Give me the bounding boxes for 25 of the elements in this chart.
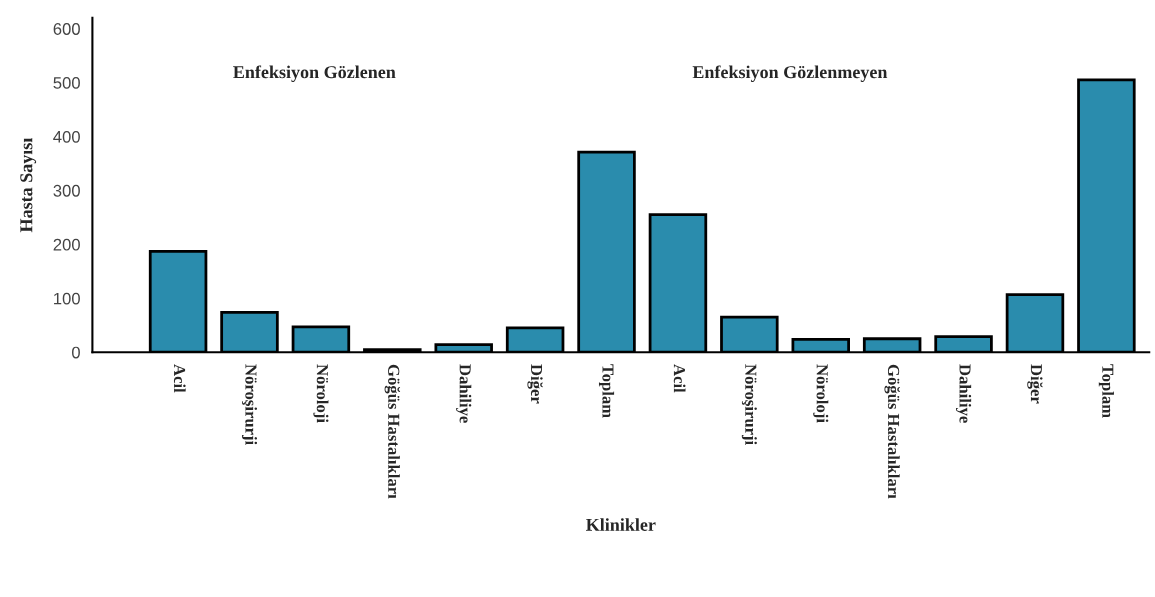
x-axis-title: Klinikler: [586, 518, 656, 531]
annotation: Enfeksiyon Gözlenen: [233, 65, 396, 82]
x-tick-label: Göğüs Hastalıkları: [884, 364, 900, 499]
y-tick-label: 400: [53, 130, 80, 143]
x-tick-label: Toplam: [1098, 364, 1114, 418]
x-tick-label: Acil: [173, 364, 186, 393]
x-tick-label: Acil: [673, 364, 686, 393]
x-tick-label: Nöroloji: [313, 364, 329, 423]
annotation: Enfeksiyon Gözlenmeyen: [692, 65, 888, 82]
x-tick-label: Dahiliye: [955, 364, 972, 423]
y-tick-label: 500: [53, 77, 80, 89]
x-tick-label: Nöroşirurji: [741, 364, 757, 445]
x-tick-label: Nöroloji: [813, 364, 829, 423]
x-tick-label: Toplam: [598, 364, 615, 418]
x-tick-label: Diğer: [527, 364, 543, 404]
y-axis-title: Hasta Sayısı: [20, 137, 37, 233]
y-tick-label: 100: [54, 292, 80, 305]
y-tick-label: 300: [53, 184, 80, 197]
x-tick-label: Nöroşirurji: [241, 364, 258, 445]
y-tick-label: 200: [53, 238, 80, 251]
x-tick-label: Dahiliye: [456, 364, 472, 423]
x-tick-label: Göğüs Hastalıkları: [384, 364, 401, 499]
x-tick-label: Diğer: [1027, 364, 1043, 404]
y-tick-label: 0: [71, 346, 80, 359]
y-tick-label: 600: [53, 23, 80, 35]
